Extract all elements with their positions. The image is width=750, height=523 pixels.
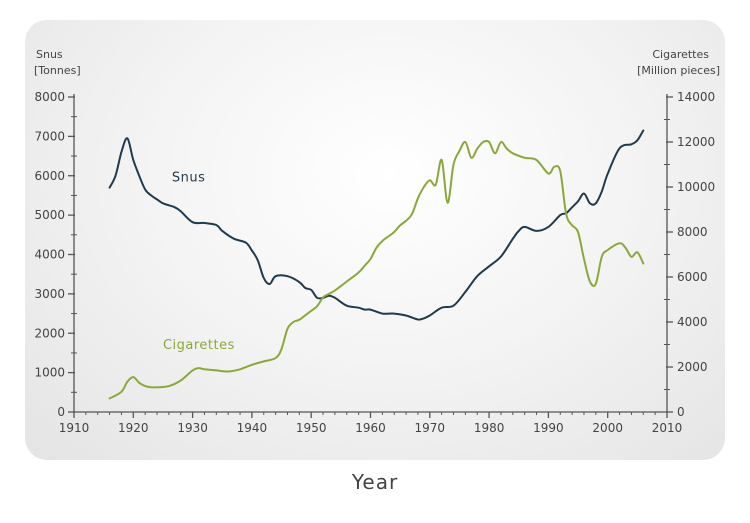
series-line-cigarettes xyxy=(108,139,645,400)
y-right-axis-title-line2: [Million pieces] xyxy=(637,64,720,77)
x-tick-label: 1990 xyxy=(533,421,564,435)
axes xyxy=(73,94,668,413)
series-labels: Snus Cigarettes xyxy=(163,171,235,353)
tick-labels: 0 1000 2000 3000 4000 5000 6000 7000 8000 0 2000 40… xyxy=(34,90,715,435)
y-left-tick-label: 7000 xyxy=(34,129,65,143)
x-tick-label: 2010 xyxy=(652,421,683,435)
y-left-tick-label: 3000 xyxy=(34,287,65,301)
y-left-tick-label: 2000 xyxy=(34,326,65,340)
y-left-tick-label: 8000 xyxy=(34,90,65,104)
y-right-tick-label: 8000 xyxy=(677,225,708,239)
y-right-tick-label: 0 xyxy=(677,405,685,419)
y-left-axis-title-line2: [Tonnes] xyxy=(34,64,81,77)
y-left-tick-label: 6000 xyxy=(34,169,65,183)
y-right-tick-label: 6000 xyxy=(677,270,708,284)
y-left-axis-title-line1: Snus xyxy=(36,48,63,61)
x-tick-label: 1910 xyxy=(59,421,90,435)
y-right-tick-label: 14000 xyxy=(677,90,715,104)
y-right-tick-label: 2000 xyxy=(677,360,708,374)
y-right-tick-label: 10000 xyxy=(677,180,715,194)
x-tick-label: 1920 xyxy=(118,421,149,435)
y-left-tick-label: 1000 xyxy=(34,366,65,380)
series-label-snus: Snus xyxy=(172,171,206,186)
x-tick-label: 1980 xyxy=(474,421,505,435)
x-tick-label: 2000 xyxy=(592,421,623,435)
y-left-tick-label: 0 xyxy=(57,405,65,419)
series-label-cigarettes: Cigarettes xyxy=(163,338,235,353)
x-tick-label: 1930 xyxy=(177,421,208,435)
y-right-tick-label: 4000 xyxy=(677,315,708,329)
x-tick-label: 1960 xyxy=(355,421,386,435)
y-left-tick-label: 4000 xyxy=(34,248,65,262)
x-tick-label: 1970 xyxy=(415,421,446,435)
series-lines xyxy=(108,129,645,400)
series-line-snus xyxy=(108,129,645,321)
y-right-tick-label: 12000 xyxy=(677,135,715,149)
x-tick-label: 1940 xyxy=(237,421,268,435)
y-right-axis-title-line1: Cigarettes xyxy=(652,48,709,61)
x-tick-label: 1950 xyxy=(296,421,327,435)
x-axis-title: Year xyxy=(351,470,399,494)
tick-marks xyxy=(68,96,673,418)
chart-background-panel xyxy=(25,20,725,460)
y-left-tick-label: 5000 xyxy=(34,208,65,222)
